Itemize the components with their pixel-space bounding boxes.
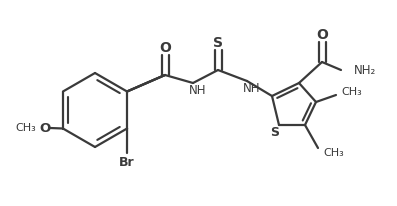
Text: CH₃: CH₃ (15, 123, 37, 133)
Text: S: S (270, 126, 279, 139)
Text: O: O (316, 28, 328, 42)
Text: S: S (213, 36, 223, 50)
Text: CH₃: CH₃ (342, 87, 362, 97)
Text: NH₂: NH₂ (354, 63, 376, 76)
Text: O: O (39, 122, 51, 135)
Text: O: O (159, 41, 171, 55)
Text: CH₃: CH₃ (324, 148, 344, 158)
Text: NH: NH (189, 83, 207, 96)
Text: NH: NH (243, 82, 261, 95)
Text: Br: Br (119, 156, 135, 169)
